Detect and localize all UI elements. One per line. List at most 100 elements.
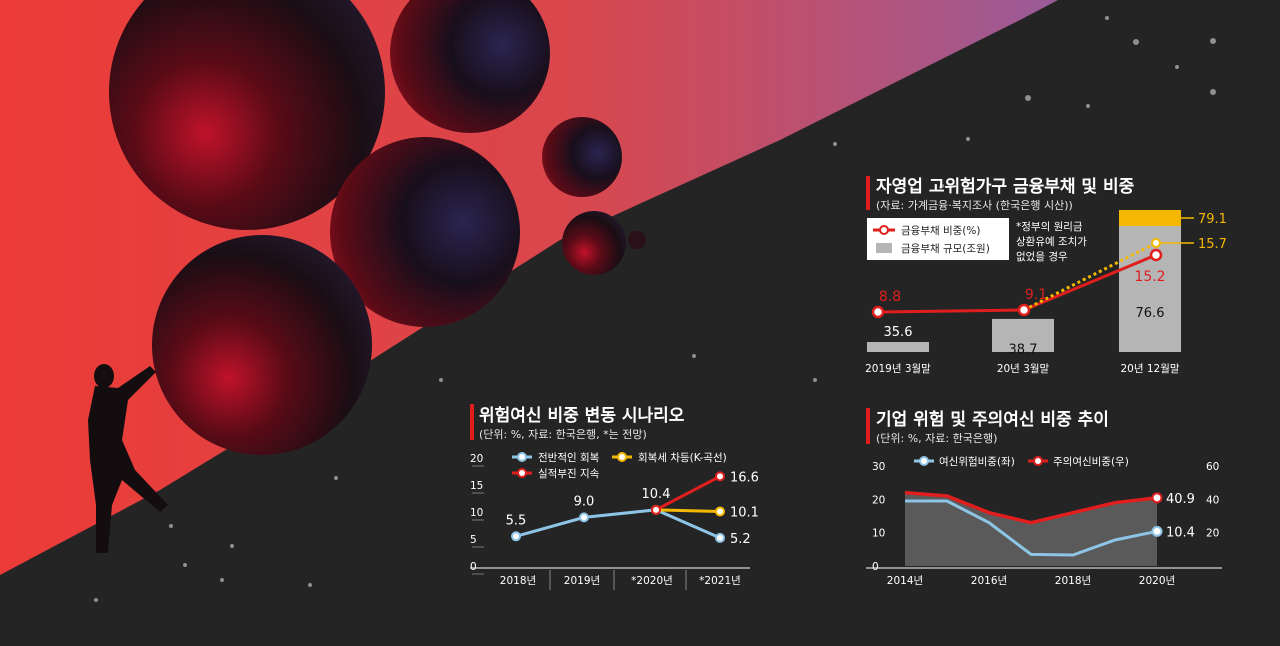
- debt-bar-label: 35.6: [884, 325, 913, 340]
- legend-label-slump: 실적부진 지속: [538, 468, 600, 480]
- annotation-line: 상환유예 조치가: [1016, 235, 1087, 248]
- scenario-x-label: *2020년: [631, 575, 673, 587]
- person-silhouette: [88, 364, 168, 553]
- title-accent-bar: [470, 404, 474, 440]
- sphere: [390, 0, 550, 133]
- corporate-chart-subtitle: (단위: %, 자료: 한국은행): [876, 432, 997, 445]
- debt-share-point: [1017, 303, 1031, 317]
- corporate-risk-endpoint: [1151, 525, 1163, 537]
- sphere: [562, 211, 626, 275]
- debt-chart-title: 자영업 고위험가구 금융부채 및 비중: [876, 176, 1135, 197]
- corporate-y-right-tick: 20: [1206, 528, 1219, 540]
- sphere: [542, 117, 622, 197]
- debt-bar: [867, 342, 929, 352]
- debt-share-label: 9.1: [1025, 287, 1047, 303]
- sphere: [152, 235, 372, 455]
- debt-share-label: 15.2: [1134, 269, 1165, 285]
- corporate-x-label: 2016년: [971, 575, 1007, 587]
- scenario-value-label: 10.1: [730, 505, 759, 520]
- corporate-y-left-tick: 20: [872, 494, 885, 506]
- legend-dot-swatch: [879, 225, 889, 235]
- corporate-y-left-tick: 30: [872, 461, 885, 473]
- debt-share-line-path: [877, 253, 1157, 314]
- debt-bar-label: 38.7: [1009, 342, 1038, 357]
- debt-chart-subtitle: (자료: 가계금융·복지조사 (한국은행 시산)): [876, 199, 1073, 212]
- scenario-value-label: 10.4: [642, 487, 671, 502]
- debt-bar: [1119, 226, 1181, 352]
- scenario-value-label: 5.2: [730, 532, 751, 547]
- corporate-x-label: 2018년: [1055, 575, 1091, 587]
- corporate-risk-line: [905, 499, 1158, 557]
- scenario-point: [715, 506, 725, 517]
- scenario-y-tick: 20: [470, 453, 483, 465]
- corporate-axes: 30 20 10 0 60 40 20 2014년 2016년 2018년 2020년: [866, 461, 1222, 587]
- scenario-x-label: *2021년: [699, 575, 741, 587]
- title-accent-bar: [866, 176, 870, 210]
- corporate-lines: 40.9 10.4: [904, 490, 1195, 566]
- debt-bar-label: 76.6: [1136, 306, 1165, 321]
- scenario-point: [651, 504, 661, 515]
- corporate-caution-line: [904, 490, 1158, 525]
- legend-swatch-recovery-dot: [517, 452, 527, 462]
- scenario-axes: 20 15 10 5 0 2018년 2019년 *2020년 *2021년: [470, 453, 750, 590]
- corporate-chart: 기업 위험 및 주의여신 비중 추이 (단위: %, 자료: 한국은행) 여신위…: [866, 408, 1222, 587]
- corporate-x-label: 2014년: [887, 575, 923, 587]
- debt-share-point: [871, 305, 885, 319]
- title-accent-bar: [866, 408, 870, 444]
- scenario-line-2: [655, 475, 721, 512]
- scenario-legend: 전반적인 회복 회복세 차등(K-곡선) 실적부진 지속: [512, 452, 727, 480]
- debt-share-scenario-point: [1151, 238, 1161, 248]
- corporate-y-left-tick: 0: [872, 561, 879, 573]
- background-illustration: [0, 0, 1216, 602]
- scenario-y-tick: 10: [470, 507, 483, 519]
- debt-share-scenario-label: 15.7: [1198, 237, 1227, 252]
- scenario-chart-subtitle: (단위: %, 자료: 한국은행, *는 전망): [479, 428, 647, 441]
- legend-label-caution: 주의여신비중(우): [1053, 456, 1129, 468]
- debt-bar: [992, 318, 1054, 352]
- scenario-point: [579, 512, 589, 523]
- scenario-point: [715, 471, 725, 482]
- scenario-lines: 5.5 9.0 10.4 5.2 10.1 16.6: [506, 470, 759, 547]
- corporate-caution-endpoint: [1151, 492, 1163, 504]
- legend-label-size: 금융부채 규모(조원): [901, 243, 990, 255]
- corporate-x-label: 2020년: [1139, 575, 1175, 587]
- corporate-y-right-tick: 40: [1206, 494, 1219, 506]
- corporate-chart-title: 기업 위험 및 주의여신 비중 추이: [876, 409, 1109, 430]
- legend-label-recovery: 전반적인 회복: [538, 452, 600, 464]
- debt-annotation: *정부의 원리금 상환유예 조치가 없었을 경우: [1016, 221, 1087, 263]
- legend-label-risk: 여신위험비중(좌): [939, 455, 1015, 468]
- scenario-chart-title: 위험여신 비중 변동 시나리오: [479, 405, 685, 426]
- legend-swatch-slump-dot: [517, 468, 527, 478]
- sphere: [628, 231, 646, 249]
- annotation-line: *정부의 원리금: [1016, 221, 1083, 233]
- scenario-x-label: 2019년: [564, 575, 600, 587]
- scenario-line-0: [515, 508, 721, 540]
- corporate-legend: 여신위험비중(좌) 주의여신비중(우): [914, 455, 1129, 468]
- debt-x-label: 20년 12월말: [1120, 363, 1179, 375]
- corporate-y-right-tick: 60: [1206, 461, 1219, 473]
- debt-chart: 자영업 고위험가구 금융부채 및 비중 (자료: 가계금융·복지조사 (한국은행…: [865, 176, 1227, 375]
- scenario-y-tick: 5: [470, 534, 477, 546]
- debt-share-line: 15.7 8.8 9.1 15.2: [871, 237, 1227, 319]
- debt-share-scenario-line: [1023, 241, 1157, 312]
- legend-swatch-risk-dot: [919, 456, 929, 466]
- scenario-value-label: 5.5: [506, 513, 527, 528]
- debt-bar-scenario-label: 79.1: [1198, 212, 1227, 227]
- annotation-line: 없었을 경우: [1016, 250, 1068, 263]
- corporate-y-left-tick: 10: [872, 528, 885, 540]
- debt-share-label: 8.8: [879, 289, 901, 305]
- debt-x-label: 20년 3월말: [997, 363, 1050, 375]
- scenario-chart: 위험여신 비중 변동 시나리오 (단위: %, 자료: 한국은행, *는 전망)…: [470, 404, 759, 590]
- sphere: [109, 0, 385, 230]
- scenario-line-1: [655, 508, 721, 513]
- debt-legend: 금융부채 비중(%) 금융부채 규모(조원): [867, 218, 1009, 260]
- sphere: [330, 137, 520, 327]
- debt-x-labels: 2019년 3월말 20년 3월말 20년 12월말: [865, 363, 1180, 375]
- scenario-y-tick: 15: [470, 480, 483, 492]
- legend-label-share: 금융부채 비중(%): [901, 225, 980, 237]
- scenario-point: [715, 532, 725, 543]
- corporate-caution-end-label: 40.9: [1166, 492, 1195, 507]
- corporate-risk-end-label: 10.4: [1166, 525, 1195, 540]
- legend-label-kcurve: 회복세 차등(K-곡선): [638, 452, 727, 464]
